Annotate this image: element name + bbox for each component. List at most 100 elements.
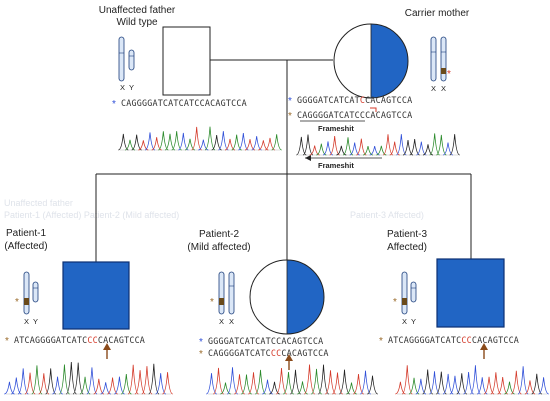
p1-trace-peak: [162, 372, 173, 395]
patient2-subtitle: (Mild affected): [187, 242, 250, 253]
mother-chrom-label-2: X: [441, 84, 446, 93]
p1-trace-peak: [72, 362, 84, 395]
patient1-subtitle: (Affected): [4, 241, 47, 252]
father-trace-peak: [238, 133, 249, 151]
p3-trace-peak: [436, 371, 447, 395]
p3-trace-peak: [470, 365, 481, 395]
mother-sequence-1-part-1: GGGGATCATCAT: [297, 95, 360, 105]
father-trace-peak: [191, 126, 202, 151]
father-chrom-label-1: X: [120, 83, 125, 92]
patient3-mutation-star: *: [393, 297, 397, 308]
p2-trace-peak: [367, 375, 378, 395]
p2-trace-peak: [276, 367, 287, 395]
patient1-x-chromosome: [23, 271, 30, 315]
father-trace-peak: [118, 133, 129, 151]
mother-sequence-block: * GGGGATCATCATCCACAGTCCA * CAGGGGATCATCCCAC…: [288, 95, 412, 122]
patient3-chromatogram: [395, 365, 549, 395]
patient2-title: Patient-2: [199, 229, 239, 240]
mother-frameshift-arrow-icon: [305, 155, 311, 161]
patient2-mutation-arrow-icon: [285, 354, 293, 370]
patient2-sequence-1: GGGGATCATCATCCACAGTCCA: [208, 336, 323, 346]
patient2-chromosome-pair: * X X: [210, 271, 235, 326]
patient2-sequence-star-2: *: [199, 349, 203, 360]
p3-trace-peak: [456, 373, 468, 395]
father-subtitle: Wild type: [116, 17, 158, 28]
p2-trace-peak: [255, 369, 266, 395]
mother-trace-peak: [436, 134, 447, 156]
patient2-sequence-2: CAGGGGATCATCCCCACAGTCCA: [208, 348, 329, 358]
mother-trace-peak: [356, 138, 367, 156]
watermark-line-3: Patient-3 Affected): [350, 210, 424, 220]
father-trace-peak: [144, 132, 156, 151]
patient2-sequence-block: * GGGGATCATCATCCACAGTCCA * CAGGGGATCATCCCCA…: [199, 336, 329, 360]
mother-title: Carrier mother: [405, 8, 470, 19]
patient2-chrom-label-1: X: [219, 317, 224, 326]
father-chromatogram: [118, 126, 282, 151]
mother-circle-symbol: [333, 23, 409, 99]
mother-trace-peak: [382, 134, 394, 156]
p3-trace-peak: [490, 372, 502, 395]
pedigree-lines: [95, 59, 472, 262]
mother-sequence-star-2: *: [288, 111, 292, 122]
mother-chromatogram: [296, 133, 460, 156]
p2-trace-peak: [297, 381, 308, 395]
patient3-subtitle: Affected): [387, 242, 427, 253]
p1-trace-peak: [31, 365, 43, 395]
patient2-x1-chromosome: [218, 271, 225, 315]
mother-trace-peak: [329, 136, 340, 156]
mother-sequence-2: CAGGGGATCATCCCACAGTCCA: [297, 110, 412, 120]
p1-trace-peak: [86, 367, 98, 395]
father-trace-peak: [178, 132, 189, 151]
patient2-mutation-band: [219, 298, 224, 305]
patient1-mutation-star: *: [15, 297, 19, 308]
father-chromosome-pair: X Y: [118, 36, 135, 92]
p3-trace-peak: [531, 373, 543, 395]
patient3-chrom-label-1: X: [402, 317, 407, 326]
patient3-group: Patient-3 Affected) * X Y * ATCAGGGGATCAT…: [379, 229, 549, 395]
mother-trace-peak: [396, 134, 407, 156]
watermark-line-1: Unaffected father: [4, 198, 73, 208]
mother-trace-peak: [409, 139, 420, 156]
mother-group: Carrier mother * X X * GGGGATCATCATCCACAG…: [288, 8, 470, 170]
mother-mutation-star: *: [447, 69, 451, 80]
patient1-sequence-1: ATCAGGGGATCATCCCCACAGTCCA: [14, 335, 145, 345]
mother-x2-chromosome: [440, 36, 447, 82]
patient3-sequence-1-part-2: CC: [461, 335, 471, 345]
patient2-sequence-2-part-1: CAGGGGATCATC: [208, 348, 271, 358]
mother-sequence-1-part-2: C: [360, 95, 365, 105]
father-trace-peak: [271, 134, 282, 151]
patient2-sequence-star-1: *: [199, 337, 203, 348]
p2-trace-peak: [304, 364, 315, 395]
p3-trace-peak: [442, 373, 454, 395]
patient3-square-symbol: [436, 258, 505, 328]
mother-frameshift-label-1: Frameshit: [318, 124, 354, 133]
watermark-line-2: Patient-1 (Affected) Patient-2 (Mild aff…: [4, 210, 179, 220]
mother-trace-peak: [302, 134, 314, 156]
patient3-sequence-1: ATCAGGGGATCATCCCCACAGTCCA: [388, 335, 519, 345]
p1-trace-peak: [141, 366, 153, 395]
mother-x1-chromosome: [430, 36, 437, 82]
father-trace-peak: [131, 134, 142, 151]
p1-trace-peak: [59, 364, 70, 395]
p2-trace-peak: [213, 367, 224, 395]
p3-trace-peak: [401, 365, 413, 395]
patient2-chromatogram: [206, 364, 378, 395]
patient1-mutation-band: [24, 298, 29, 305]
patient3-sequence-1-part-3: CACAGTCCA: [472, 335, 519, 345]
father-trace-peak: [218, 131, 229, 151]
patient3-sequence-1-part-1: ATCAGGGGATCATC: [388, 335, 461, 345]
p2-trace-peak: [227, 367, 238, 395]
patient2-mutation-star: *: [210, 297, 214, 308]
p3-trace-peak: [395, 381, 406, 395]
father-square-symbol: [162, 26, 211, 96]
patient2-x2-chromosome: [228, 271, 235, 315]
patient3-title: Patient-3: [387, 229, 427, 240]
mother-sequence-star-1: *: [288, 96, 292, 107]
mother-frameshift-label-2: Frameshit: [318, 161, 354, 170]
p1-trace-peak: [17, 368, 29, 395]
patient2-sequence-1-part-1: GGGGATCATCATCCACAGTCCA: [208, 336, 323, 346]
father-chrom-label-2: Y: [129, 83, 134, 92]
mother-frameshift-marker: [370, 107, 377, 112]
mother-trace-peak: [342, 137, 354, 156]
p1-trace-peak: [93, 378, 105, 395]
